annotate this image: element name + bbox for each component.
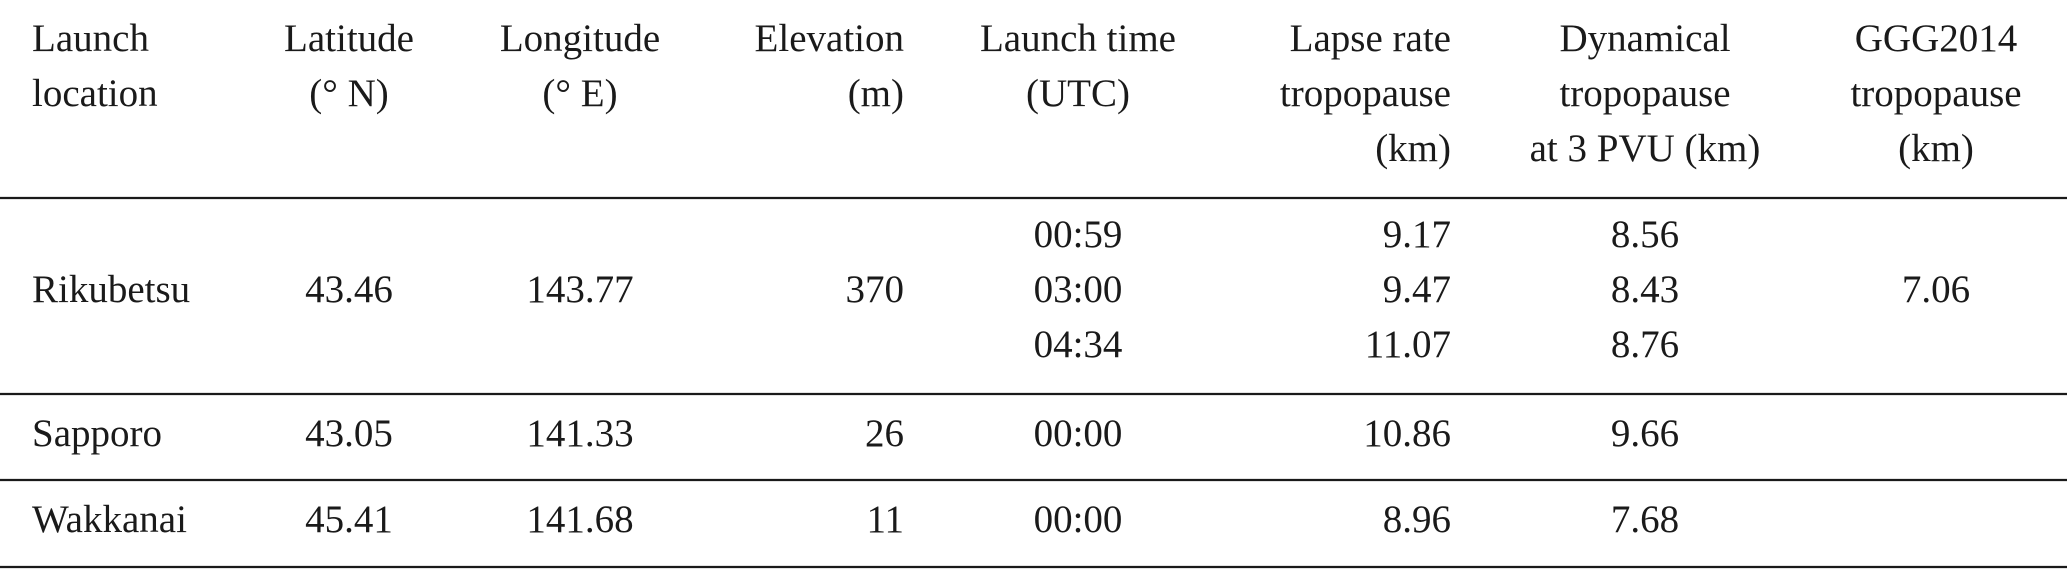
cell: 8.76 <box>1611 323 1679 366</box>
header-cell: at 3 PVU (km) <box>1530 127 1761 170</box>
header-cell: Longitude <box>500 17 660 60</box>
cell: 00:59 <box>1034 213 1123 256</box>
cell: 00:00 <box>1034 498 1123 541</box>
cell: 9.17 <box>1383 213 1451 256</box>
header-cell: Elevation <box>755 17 904 60</box>
header-cell: location <box>32 72 158 115</box>
cell: 9.47 <box>1383 268 1451 311</box>
header-cell: Lapse rate <box>1290 17 1451 60</box>
header-cell: Launch time <box>980 17 1176 60</box>
header-cell: (km) <box>1898 127 1974 170</box>
cell: 8.96 <box>1383 498 1451 541</box>
cell: 43.46 <box>305 268 393 311</box>
header-cell: Launch <box>32 17 149 60</box>
cell: Rikubetsu <box>32 268 190 311</box>
cell: 03:00 <box>1034 268 1123 311</box>
header-cell: Dynamical <box>1559 17 1730 60</box>
header-cell: Latitude <box>284 17 414 60</box>
cell: 8.43 <box>1611 268 1679 311</box>
cell: 8.56 <box>1611 213 1679 256</box>
cell: 11.07 <box>1365 323 1451 366</box>
cell: 7.68 <box>1611 498 1679 541</box>
cell: 9.66 <box>1611 412 1679 455</box>
cell: Wakkanai <box>32 498 187 541</box>
header-cell: GGG2014 <box>1855 17 2018 60</box>
header-cell: (° E) <box>542 72 617 115</box>
cell: 7.06 <box>1902 268 1970 311</box>
header-cell: (UTC) <box>1026 72 1130 115</box>
cell: 143.77 <box>526 268 633 311</box>
header-cell: (km) <box>1375 127 1451 170</box>
cell: 141.33 <box>526 412 633 455</box>
cell: 11 <box>866 498 904 541</box>
header-cell: (° N) <box>309 72 389 115</box>
cell: 04:34 <box>1034 323 1123 366</box>
cell: 43.05 <box>305 412 393 455</box>
cell: 45.41 <box>305 498 393 541</box>
cell: 26 <box>865 412 904 455</box>
cell: Sapporo <box>32 412 162 455</box>
header-cell: tropopause <box>1850 72 2021 115</box>
header-cell: (m) <box>848 72 904 115</box>
cell: 370 <box>846 268 905 311</box>
header-cell: tropopause <box>1559 72 1730 115</box>
cell: 141.68 <box>526 498 633 541</box>
cell: 00:00 <box>1034 412 1123 455</box>
header-cell: tropopause <box>1280 72 1451 115</box>
cell: 10.86 <box>1363 412 1451 455</box>
